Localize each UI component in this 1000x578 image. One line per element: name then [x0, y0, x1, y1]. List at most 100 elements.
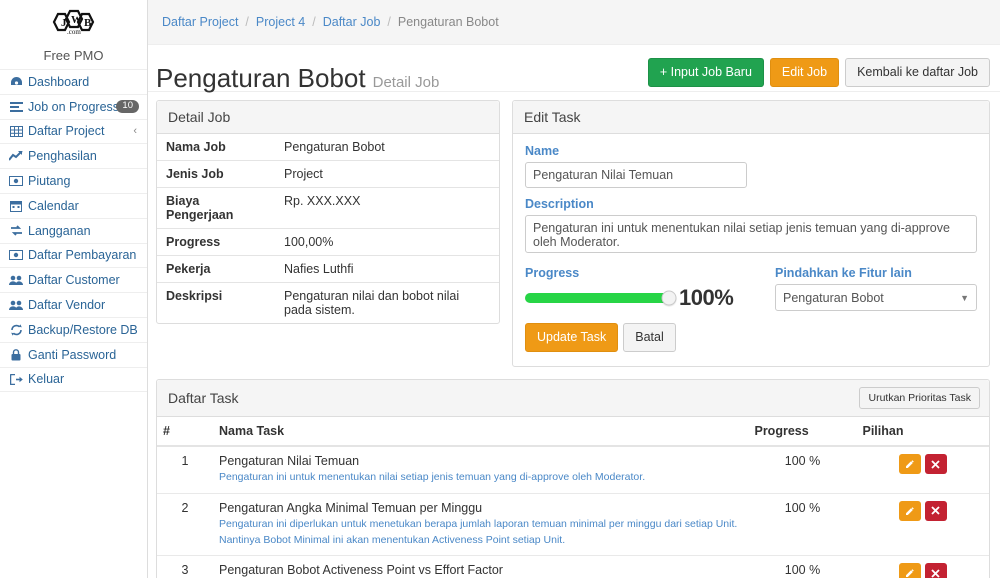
jwb-logo-icon: J W B .com [43, 8, 105, 46]
progress-label: Progress [525, 266, 580, 280]
edit-task-row-button[interactable] [898, 500, 921, 521]
sidebar-item-job-on-progress[interactable]: Job on Progress 10 [0, 95, 147, 120]
breadcrumb: Daftar Project / Project 4 / Daftar Job … [148, 0, 1000, 45]
table-row: Progress 100,00% [157, 228, 499, 256]
name-input[interactable] [525, 162, 747, 188]
form-buttons: Update Task Batal [525, 323, 761, 352]
edit-job-button[interactable]: Edit Job [769, 58, 840, 87]
sidebar-item-daftar-customer[interactable]: Daftar Customer [0, 268, 147, 294]
progress-slider-row: 100% [525, 285, 761, 311]
sidebar-item-langganan[interactable]: Langganan [0, 219, 147, 244]
kembali-daftar-job-button[interactable]: Kembali ke daftar Job [845, 58, 990, 87]
page-title: Pengaturan Bobot Detail Job [156, 65, 439, 91]
line-chart-icon [8, 150, 24, 162]
task-num: 2 [157, 492, 213, 556]
column-header-progress: Progress [748, 417, 857, 447]
edit-task-row-button[interactable] [898, 454, 921, 474]
task-table: # Nama Task Progress Pilihan 1 Pengatura… [157, 417, 989, 578]
sort-priority-task-button-top[interactable]: Urutkan Prioritas Task [859, 387, 980, 409]
sync-icon [8, 324, 24, 336]
sidebar-item-piutang[interactable]: Piutang [0, 169, 147, 194]
move-feature-select[interactable]: Pengaturan Bobot ▼ [775, 284, 977, 311]
description-textarea[interactable]: Pengaturan ini untuk menentukan nilai se… [525, 215, 977, 253]
delete-task-row-button[interactable] [924, 454, 947, 474]
progress-percent-text: 100% [679, 285, 734, 310]
progress-slider-fill [525, 293, 669, 303]
task-actions [856, 492, 989, 556]
task-num: 1 [181, 454, 189, 468]
move-feature-column: Pindahkan ke Fitur lain Pengaturan Bobot… [775, 266, 977, 352]
action-buttons [898, 454, 947, 474]
dashboard-icon [8, 76, 24, 87]
detail-key: Deskripsi [157, 282, 275, 323]
task-actions [856, 555, 989, 578]
batal-button[interactable]: Batal [623, 323, 676, 352]
sidebar-item-backup-restore-db[interactable]: Backup/Restore DB [0, 318, 147, 343]
input-job-baru-button[interactable]: + Input Job Baru [647, 58, 764, 87]
brand-name: Free PMO [43, 48, 104, 63]
task-name-cell: Pengaturan Nilai Temuan Pengaturan ini u… [213, 446, 748, 493]
sidebar-item-daftar-vendor[interactable]: Daftar Vendor [0, 293, 147, 318]
update-task-button[interactable]: Update Task [525, 323, 619, 352]
edit-task-panel: Edit Task Name Description Pengaturan in… [512, 100, 990, 367]
sidebar-item-label: Langganan [28, 223, 91, 238]
task-actions [856, 446, 989, 493]
task-num: 3 [157, 555, 213, 578]
sidebar-item-keluar[interactable]: Keluar [0, 368, 147, 393]
page-title-text: Pengaturan Bobot [156, 63, 366, 93]
logout-icon [8, 373, 24, 385]
sidebar-item-label: Penghasilan [28, 149, 97, 164]
chevron-down-icon: ▼ [960, 292, 969, 303]
sidebar-item-label: Job on Progress [28, 99, 120, 114]
money-icon [8, 176, 24, 187]
task-list-header: Daftar Task Urutkan Prioritas Task [157, 380, 989, 417]
breadcrumb-link-project-4[interactable]: Project 4 [255, 15, 306, 29]
task-progress: 100 % [748, 492, 857, 556]
refresh-icon [8, 225, 24, 236]
breadcrumb-link-daftar-project[interactable]: Daftar Project [162, 15, 239, 29]
sidebar-item-label: Daftar Customer [28, 273, 120, 288]
sidebar-item-daftar-pembayaran[interactable]: Daftar Pembayaran [0, 244, 147, 269]
task-name-cell: Pengaturan Bobot Activeness Point vs Eff… [213, 555, 749, 578]
progress-slider-handle[interactable] [661, 290, 677, 306]
sidebar-item-penghasilan[interactable]: Penghasilan [0, 144, 147, 170]
task-progress: 100 % [748, 555, 857, 578]
pencil-icon [905, 506, 915, 516]
progress-column: Progress 100% Update Task [525, 266, 761, 352]
sidebar-nav: Dashboard Job on Progress 10 Daftar Proj… [0, 70, 147, 393]
column-header-action: Pilihan [856, 417, 989, 447]
sidebar-item-dashboard[interactable]: Dashboard [0, 70, 147, 95]
sidebar-item-label: Daftar Vendor [28, 298, 106, 313]
edit-task-row-button[interactable] [898, 563, 921, 578]
delete-task-row-button[interactable] [924, 500, 947, 521]
sidebar-item-daftar-project[interactable]: Daftar Project ‹ [0, 120, 147, 145]
close-icon [931, 569, 940, 578]
task-description: Pengaturan ini diperlukan untuk menetuka… [219, 517, 738, 546]
detail-value: Pengaturan Bobot [284, 140, 385, 154]
sidebar-item-label: Daftar Pembayaran [28, 248, 137, 263]
description-label: Description [525, 197, 594, 211]
table-row: Deskripsi Pengaturan nilai dan bobot nil… [157, 282, 499, 323]
input-job-baru-label: Input Job Baru [670, 65, 752, 79]
brand-block[interactable]: J W B .com Free PMO [0, 0, 147, 70]
breadcrumb-link-daftar-job[interactable]: Daftar Job [322, 15, 381, 29]
task-name-cell: Pengaturan Angka Minimal Temuan per Ming… [213, 492, 749, 556]
plus-icon: + [659, 65, 668, 79]
pencil-icon [905, 459, 915, 469]
detail-key: Pekerja [157, 255, 275, 283]
spacer [525, 188, 977, 197]
close-icon [931, 459, 940, 469]
action-buttons [898, 500, 947, 521]
edit-task-form: Name Description Pengaturan ini untuk me… [513, 134, 989, 366]
delete-task-row-button[interactable] [924, 563, 947, 578]
task-list-title: Daftar Task [168, 390, 239, 406]
table-row: Biaya Pengerjaan Rp. XXX.XXX [157, 187, 499, 229]
detail-value: Project [275, 160, 499, 188]
sidebar-item-calendar[interactable]: Calendar [0, 194, 147, 219]
header-actions: + Input Job Baru Edit Job Kembali ke daf… [647, 58, 990, 91]
detail-value: Rp. XXX.XXX [275, 187, 499, 229]
progress-slider[interactable] [525, 290, 677, 306]
table-row: Pekerja Nafies Luthfi [157, 255, 499, 283]
main-content: Daftar Project / Project 4 / Daftar Job … [148, 0, 1000, 578]
sidebar-item-ganti-password[interactable]: Ganti Password [0, 343, 147, 368]
